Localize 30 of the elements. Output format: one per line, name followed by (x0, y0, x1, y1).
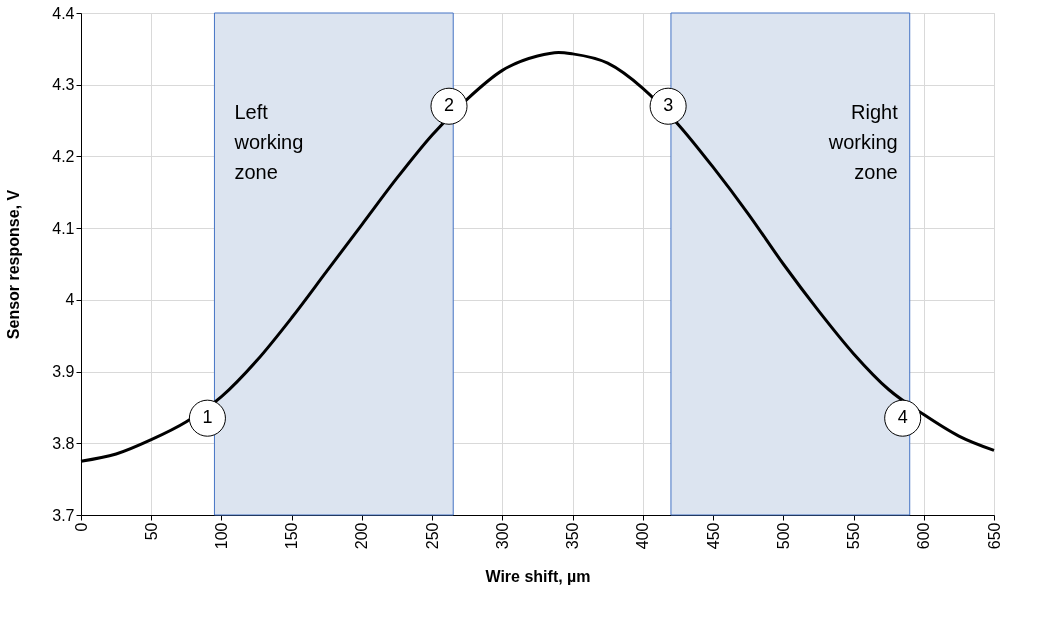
y-tick-label: 4.3 (52, 76, 75, 94)
annotation: 1 (202, 407, 213, 428)
x-tick-label: 350 (564, 522, 582, 550)
annotation: 2 (444, 95, 455, 116)
x-tick-label: 150 (283, 522, 301, 550)
y-tick-label: 4.4 (52, 4, 75, 22)
y-tick-label: 3.9 (52, 363, 75, 381)
x-tick-label: 100 (212, 522, 230, 550)
x-tick-label: 450 (704, 522, 722, 550)
band-label: Right working zone (827, 101, 899, 183)
y-tick-label: 4 (65, 291, 75, 309)
annotation: 4 (897, 407, 908, 428)
annotation: 3 (663, 95, 674, 116)
y-tick-label: 4.1 (52, 219, 75, 237)
x-tick-label: 500 (774, 522, 792, 550)
band-label: Left working zone (233, 101, 304, 183)
x-tick-label: 250 (423, 522, 441, 550)
x-tick-label: 50 (142, 522, 160, 541)
x-tick-label: 0 (72, 522, 90, 532)
y-tick-label: 3.8 (52, 434, 75, 452)
y-tick-label: 3.7 (52, 506, 75, 524)
x-tick-label: 600 (915, 522, 933, 550)
y-tick-label: 4.2 (52, 147, 75, 165)
x-tick-label: 550 (845, 522, 863, 550)
x-tick-label: 400 (634, 522, 652, 550)
x-axis-title: Wire shift, µm (485, 568, 591, 586)
y-axis-title: Sensor response, V (5, 189, 23, 340)
x-tick-label: 200 (353, 522, 371, 550)
x-tick-label: 650 (985, 522, 1003, 550)
x-tick-label: 300 (493, 522, 511, 550)
